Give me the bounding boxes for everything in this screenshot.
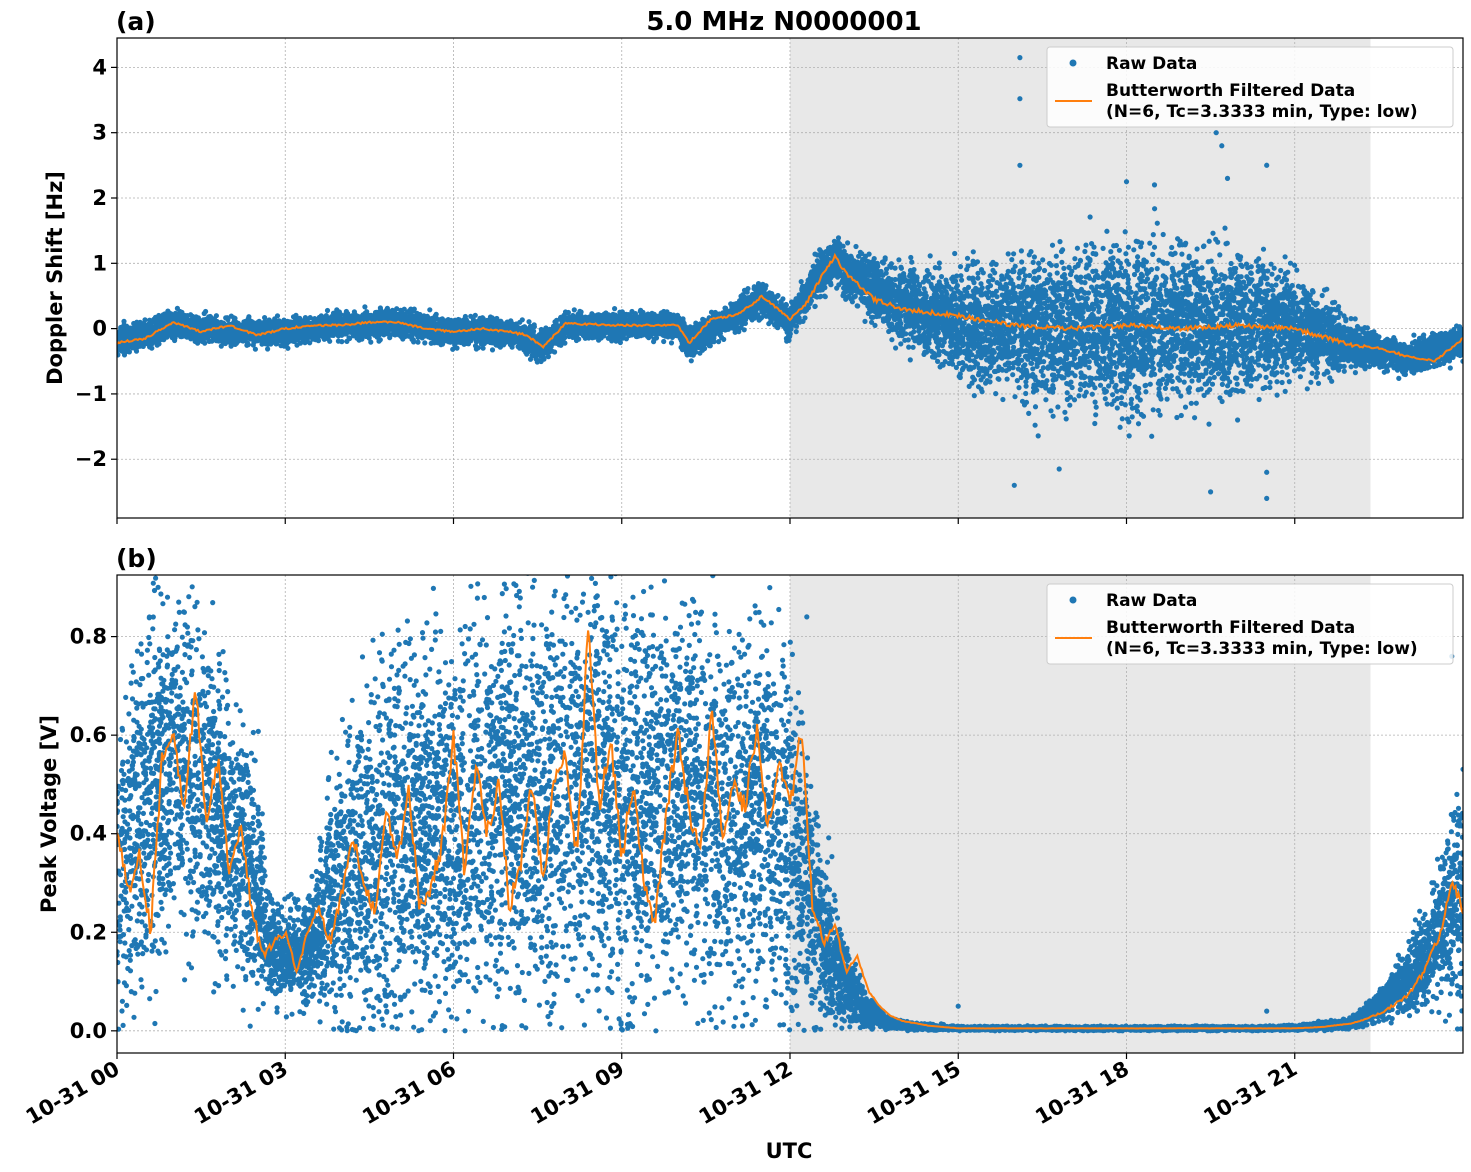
legend-b-raw-marker [1070,597,1077,604]
legend-b-raw-label: Raw Data [1106,591,1197,611]
panel-b-label: (b) [116,544,157,573]
panel-a-label: (a) [116,7,156,36]
panel-a: −2 −1 0 1 2 3 4 (a) Doppler Shift [Hz] Raw Dat… [43,7,1466,524]
panel-b-legend: Raw Data Butterworth Filtered Data (N=6,… [1047,584,1453,664]
legend-b-filtered-label-line2: (N=6, Tc=3.3333 min, Type: low) [1106,639,1418,659]
legend-a-raw-marker [1070,60,1077,67]
panel-a-xtick-marks [117,518,1295,524]
legend-b-filtered-label-line1: Butterworth Filtered Data [1106,618,1355,638]
panel-a-ytick-label-3: 1 [92,251,107,275]
panel-a-legend: Raw Data Butterworth Filtered Data (N=6,… [1047,47,1453,127]
panel-b-xtick-label-6: 10-31 18 [1031,1057,1133,1130]
panel-b-ylabel: Peak Voltage [V] [37,715,61,913]
panel-a-ytick-label-0: −2 [75,447,107,471]
panel-b-ytick-label-2: 0.4 [70,822,107,846]
panel-b-xtick-label-7: 10-31 21 [1199,1057,1301,1130]
panel-b-ytick-label-3: 0.6 [70,723,107,747]
panel-b-yticks: 0.0 0.2 0.4 0.6 0.8 [70,625,117,1043]
panel-b-ytick-label-4: 0.8 [70,625,107,649]
panel-a-yticks: −2 −1 0 1 2 3 4 [75,55,117,471]
legend-a-raw-label: Raw Data [1106,54,1197,74]
panel-a-ytick-label-6: 4 [92,55,107,79]
panel-b-xtick-label-4: 10-31 12 [695,1057,797,1130]
panel-a-ytick-label-2: 0 [92,317,107,341]
panel-b-xtick-label-2: 10-31 06 [358,1057,460,1130]
panel-b-ytick-label-1: 0.2 [70,920,107,944]
panel-a-ylabel: Doppler Shift [Hz] [43,171,67,385]
panel-a-ytick-label-1: −1 [75,382,107,406]
panel-b-ytick-label-0: 0.0 [70,1019,107,1043]
panel-b-xtick-label-0: 10-31 00 [22,1057,124,1130]
legend-a-filtered-label-line1: Butterworth Filtered Data [1106,81,1355,101]
panel-b-xtick-label-3: 10-31 09 [526,1057,628,1130]
panel-b: 0.0 0.2 0.4 0.6 0.8 10-31 00 10-31 03 10-31 06… [22,518,1466,1129]
panel-a-ytick-label-4: 2 [92,186,107,210]
panel-b-xtick-label-5: 10-31 15 [863,1057,965,1130]
x-axis-label: UTC [766,1139,813,1163]
panel-a-ytick-label-5: 3 [92,121,107,145]
panel-b-xticks: 10-31 00 10-31 03 10-31 06 10-31 09 10-31 12… [22,1053,1302,1129]
chart-title: 5.0 MHz N0000001 [646,7,921,37]
legend-a-filtered-label-line2: (N=6, Tc=3.3333 min, Type: low) [1106,102,1418,122]
panel-b-xtick-label-1: 10-31 03 [190,1057,292,1130]
